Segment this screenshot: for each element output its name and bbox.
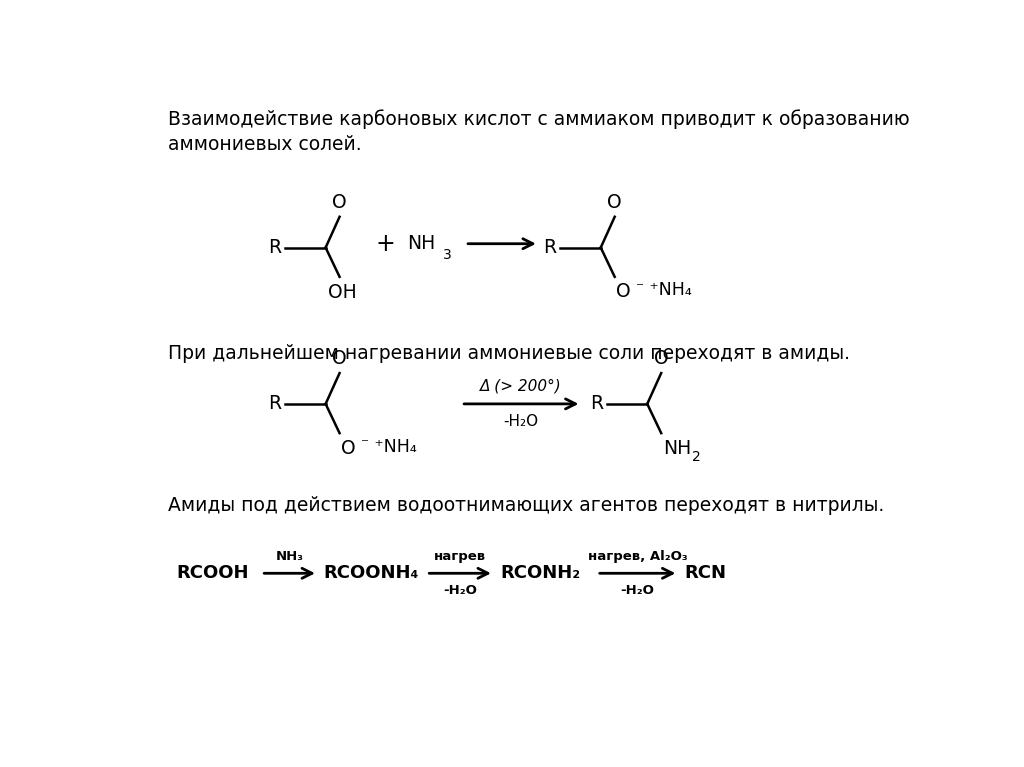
Text: RCONH₂: RCONH₂	[500, 565, 581, 582]
Text: Амиды под действием водоотнимающих агентов переходят в нитрилы.: Амиды под действием водоотнимающих агент…	[168, 496, 885, 515]
Text: -H₂O: -H₂O	[621, 584, 654, 597]
Text: R: R	[590, 394, 603, 413]
Text: Взаимодействие карбоновых кислот с аммиаком приводит к образованию
аммониевых со: Взаимодействие карбоновых кислот с аммиа…	[168, 109, 910, 153]
Text: RCOOH: RCOOH	[176, 565, 249, 582]
Text: При дальнейшем нагревании аммониевые соли переходят в амиды.: При дальнейшем нагревании аммониевые сол…	[168, 344, 850, 363]
Text: O: O	[332, 193, 347, 212]
Text: NH: NH	[663, 439, 691, 458]
Text: R: R	[268, 394, 282, 413]
Text: -H₂O: -H₂O	[504, 414, 539, 429]
Text: O: O	[654, 350, 669, 368]
Text: NH₃: NH₃	[275, 549, 303, 562]
Text: ⁻: ⁻	[636, 280, 644, 295]
Text: RCN: RCN	[684, 565, 726, 582]
Text: +: +	[376, 232, 395, 255]
Text: -H₂O: -H₂O	[443, 584, 477, 597]
Text: ⁺NH₄: ⁺NH₄	[369, 438, 417, 456]
Text: ⁺NH₄: ⁺NH₄	[644, 281, 692, 299]
Text: NH: NH	[407, 234, 435, 253]
Text: 3: 3	[443, 249, 453, 262]
Text: R: R	[268, 238, 282, 257]
Text: нагрев, Al₂O₃: нагрев, Al₂O₃	[588, 549, 687, 562]
Text: 2: 2	[692, 450, 701, 464]
Text: ⁻: ⁻	[361, 436, 370, 451]
Text: O: O	[607, 193, 622, 212]
Text: RCOONH₄: RCOONH₄	[324, 565, 419, 582]
Text: R: R	[544, 238, 557, 257]
Text: OH: OH	[329, 283, 357, 302]
Text: O: O	[332, 350, 347, 368]
Text: Δ (> 200°): Δ (> 200°)	[480, 379, 562, 394]
Text: O: O	[341, 439, 355, 458]
Text: нагрев: нагрев	[434, 549, 486, 562]
Text: O: O	[616, 282, 631, 301]
